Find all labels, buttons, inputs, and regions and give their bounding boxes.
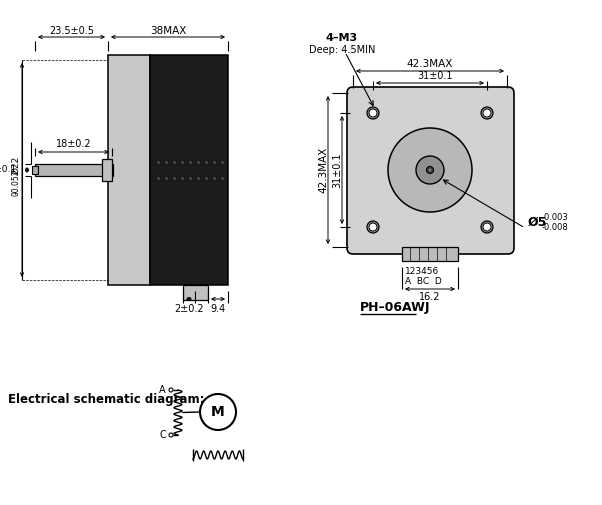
Circle shape: [426, 167, 433, 174]
Text: Electrical schematic diagram:: Electrical schematic diagram:: [8, 393, 205, 407]
FancyBboxPatch shape: [32, 166, 38, 174]
Text: Ø22: Ø22: [11, 156, 20, 174]
Circle shape: [388, 128, 472, 212]
Circle shape: [169, 388, 173, 392]
Circle shape: [429, 169, 431, 171]
Text: 4.5±0.1: 4.5±0.1: [0, 166, 17, 175]
Circle shape: [416, 156, 444, 184]
FancyBboxPatch shape: [150, 55, 228, 285]
Text: 38MAX: 38MAX: [150, 26, 186, 36]
Circle shape: [200, 394, 236, 430]
FancyBboxPatch shape: [347, 87, 514, 254]
Circle shape: [169, 433, 173, 437]
Text: Deep: 4.5MIN: Deep: 4.5MIN: [309, 45, 375, 55]
FancyBboxPatch shape: [108, 55, 150, 285]
Circle shape: [367, 221, 379, 233]
Circle shape: [483, 109, 491, 117]
Circle shape: [481, 107, 493, 119]
Text: 9.4: 9.4: [210, 304, 226, 314]
Text: -0.008: -0.008: [542, 224, 569, 232]
Text: 42.3MAX: 42.3MAX: [407, 59, 453, 69]
Text: -0.003: -0.003: [542, 214, 569, 223]
Text: A: A: [160, 385, 166, 395]
FancyBboxPatch shape: [35, 164, 113, 176]
Text: 18±0.2: 18±0.2: [56, 139, 92, 149]
Circle shape: [369, 109, 377, 117]
Circle shape: [481, 221, 493, 233]
Text: Ø5: Ø5: [528, 216, 547, 228]
Text: 4–M3: 4–M3: [326, 33, 358, 43]
Text: 42.3MAX: 42.3MAX: [318, 147, 328, 193]
Text: PH–06AWJ: PH–06AWJ: [360, 301, 430, 315]
Text: 2±0.2: 2±0.2: [174, 304, 204, 314]
Text: 16.2: 16.2: [419, 292, 441, 302]
Text: 0: 0: [11, 191, 20, 196]
Text: A  BC  D: A BC D: [405, 277, 442, 285]
Text: C: C: [160, 430, 166, 440]
Text: 31±0.1: 31±0.1: [417, 71, 453, 81]
FancyBboxPatch shape: [183, 285, 208, 300]
Circle shape: [369, 223, 377, 231]
Text: M: M: [211, 405, 225, 419]
Text: 23.5±0.5: 23.5±0.5: [49, 26, 94, 36]
Text: 31±0.1: 31±0.1: [332, 152, 342, 188]
Text: -0.052: -0.052: [11, 170, 20, 194]
Circle shape: [367, 107, 379, 119]
FancyBboxPatch shape: [102, 159, 112, 181]
Circle shape: [483, 223, 491, 231]
FancyBboxPatch shape: [402, 247, 458, 261]
Text: 123456: 123456: [405, 267, 439, 276]
